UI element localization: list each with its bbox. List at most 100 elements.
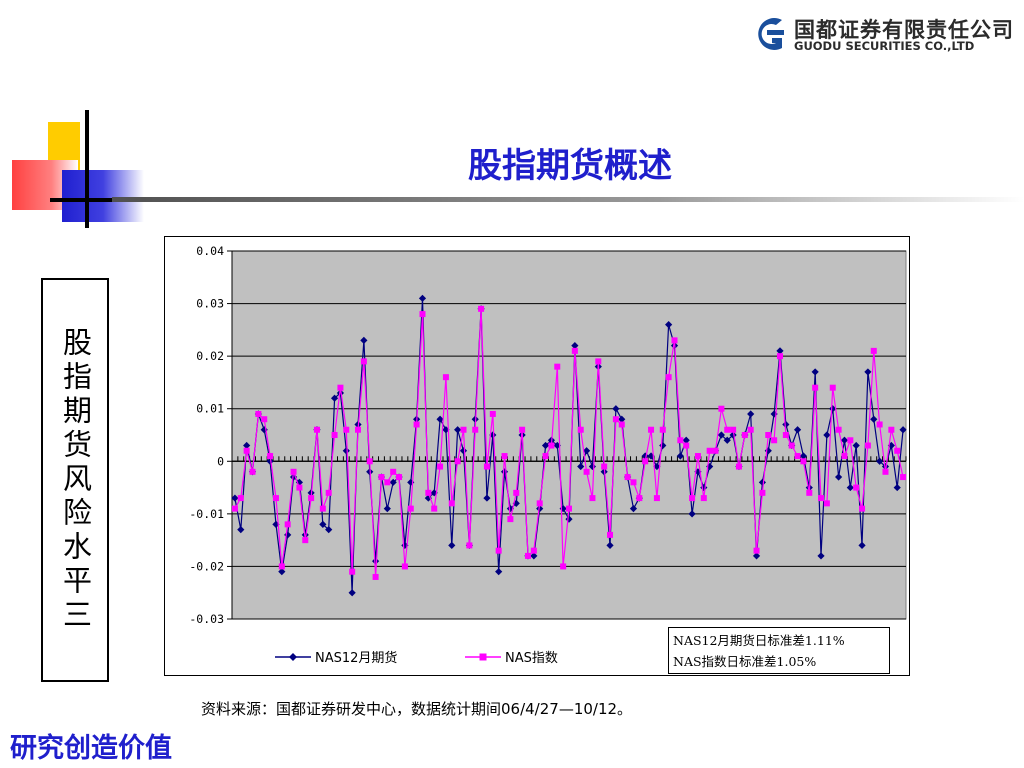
futures-point (371, 557, 380, 565)
index-point (741, 432, 748, 438)
index-point (372, 573, 379, 580)
futures-point (278, 568, 286, 576)
futures-point (706, 462, 714, 471)
index-point (519, 426, 526, 433)
index-point (577, 426, 584, 433)
index-point (753, 547, 760, 554)
futures-point (799, 452, 808, 460)
futures-point (881, 462, 890, 471)
futures-point (430, 489, 438, 497)
index-point (478, 305, 485, 312)
sidebar-text: 股指期货风险水平三 (58, 327, 93, 633)
index-point (601, 463, 608, 470)
index-point (255, 410, 262, 417)
index-point (712, 447, 719, 454)
company-logo: 国都证券有限责任公司 GUODU SECURITIES CO.,LTD (752, 12, 1014, 58)
futures-point (506, 505, 514, 513)
index-point (870, 347, 877, 354)
index-point (589, 495, 596, 502)
index-point (671, 337, 678, 344)
futures-point (536, 505, 544, 513)
index-point (677, 437, 684, 444)
futures-point (459, 447, 468, 455)
index-point (724, 426, 731, 433)
guodu-logo-icon (758, 17, 784, 50)
index-point (794, 453, 801, 460)
futures-point (284, 531, 292, 539)
index-point (483, 463, 490, 470)
futures-point (237, 526, 245, 534)
index-point (835, 426, 842, 433)
index-point (472, 426, 479, 433)
sidebar-box: 股指期货风险水平三 (41, 278, 109, 682)
index-point (384, 479, 391, 486)
futures-point (653, 462, 661, 471)
index-point (859, 505, 866, 512)
futures-point (835, 473, 843, 481)
index-point (747, 426, 754, 433)
index-point (296, 484, 303, 491)
futures-point (442, 426, 450, 434)
index-point (841, 453, 848, 460)
index-point (624, 474, 631, 481)
index-point (454, 458, 461, 465)
index-point (853, 484, 860, 491)
futures-point (840, 436, 849, 444)
index-point (302, 537, 309, 544)
index-point (495, 547, 502, 554)
index-point (237, 495, 244, 502)
futures-point (682, 436, 690, 444)
index-point (829, 384, 836, 391)
y-tick-label: 0 (217, 454, 224, 468)
index-point (501, 453, 508, 460)
y-tick-label: 0.02 (196, 349, 224, 363)
index-point (595, 358, 602, 365)
index-point (812, 384, 819, 391)
std-dev-note: NAS12月期货日标准差1.11% NAS指数日标准差1.05% (668, 627, 890, 674)
y-tick-label: -0.01 (189, 507, 224, 521)
slogan: 研究创造价值 (10, 733, 172, 764)
index-point (325, 489, 332, 496)
futures-point (823, 431, 831, 439)
index-point (308, 495, 315, 502)
index-point (249, 468, 256, 475)
futures-point (319, 520, 327, 528)
futures-std-dev: NAS12月期货日标准差1.11% (673, 633, 845, 648)
index-point (407, 505, 414, 512)
index-point (378, 474, 385, 481)
futures-point (858, 541, 866, 549)
index-point (659, 426, 666, 433)
index-point (460, 426, 467, 433)
futures-point (764, 447, 772, 455)
index-point (636, 495, 643, 502)
index-point (489, 410, 496, 417)
index-point (548, 442, 555, 449)
index-point (425, 489, 432, 496)
index-point (788, 442, 795, 449)
index-point (466, 542, 473, 549)
futures-point (243, 441, 251, 450)
futures-point (401, 541, 409, 549)
index-point (243, 447, 250, 454)
index-point (448, 500, 455, 507)
index-point (542, 453, 549, 460)
index-point (612, 416, 619, 423)
index-point (349, 568, 356, 575)
index-point (653, 495, 660, 502)
index-point (888, 426, 895, 433)
index-point (530, 547, 537, 554)
index-point (231, 505, 238, 512)
futures-point (483, 494, 491, 502)
legend-index-marker (479, 653, 487, 661)
futures-point (782, 420, 790, 429)
index-point (267, 453, 274, 460)
index-point (507, 516, 514, 523)
index-point (882, 468, 889, 475)
index-point (272, 495, 279, 502)
index-point (431, 505, 438, 512)
futures-point (553, 441, 561, 450)
index-point (401, 563, 408, 570)
index-point (782, 432, 789, 438)
futures-point (571, 342, 579, 350)
index-point (360, 358, 367, 365)
